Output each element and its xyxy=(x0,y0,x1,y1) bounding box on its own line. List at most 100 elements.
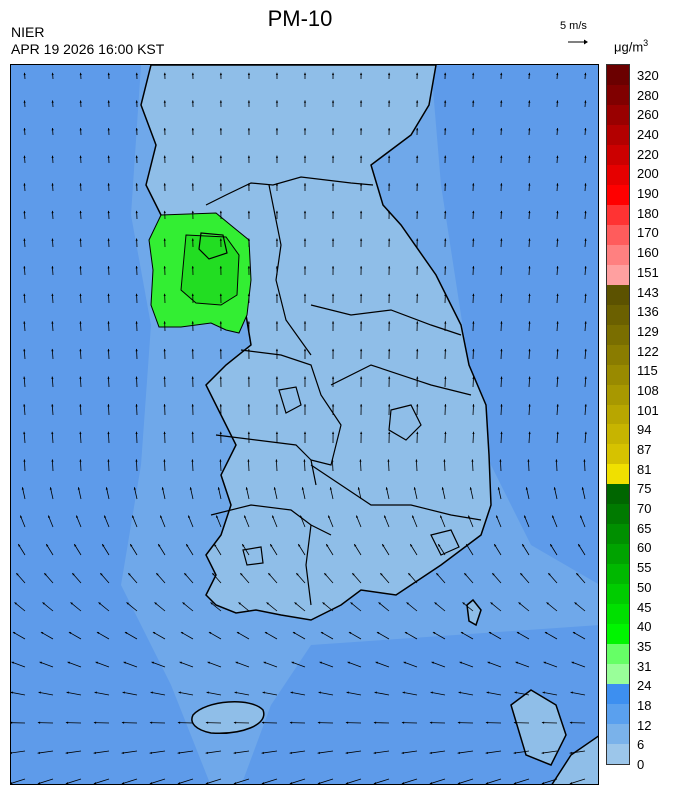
wind-arrow-icon xyxy=(261,750,278,755)
wind-arrow-icon xyxy=(353,543,362,556)
wind-arrow-icon xyxy=(444,293,447,304)
wind-arrow-icon xyxy=(219,321,222,332)
wind-arrow-icon xyxy=(500,266,503,276)
wind-arrow-icon xyxy=(135,321,138,332)
wind-arrow-icon xyxy=(275,431,279,444)
wind-arrow-icon xyxy=(472,128,475,136)
wind-arrow-icon xyxy=(247,155,251,164)
wind-arrow-icon xyxy=(490,602,502,612)
wind-arrow-icon xyxy=(275,183,279,192)
wind-arrow-icon xyxy=(359,128,363,136)
wind-arrow-icon xyxy=(416,128,419,136)
wind-arrow-icon xyxy=(416,266,419,276)
wind-arrow-icon xyxy=(525,487,530,500)
wind-arrow-icon xyxy=(303,100,307,108)
wind-arrow-icon xyxy=(387,459,390,472)
wind-arrow-icon xyxy=(541,778,558,784)
wind-arrow-icon xyxy=(51,128,54,136)
colorbar-segment xyxy=(607,164,629,186)
wind-arrow-icon xyxy=(129,543,138,556)
wind-arrow-icon xyxy=(161,487,166,500)
colorbar-tick-label: 50 xyxy=(637,579,652,595)
wind-arrow-icon xyxy=(488,631,502,640)
wind-arrow-icon xyxy=(79,404,82,416)
wind-arrow-icon xyxy=(135,100,138,108)
wind-arrow-icon xyxy=(556,72,559,80)
wind-arrow-icon xyxy=(551,515,558,528)
wind-arrow-icon xyxy=(219,210,222,220)
wind-arrow-icon xyxy=(556,210,559,220)
wind-arrow-icon xyxy=(135,404,138,416)
wind-arrow-icon xyxy=(177,750,194,755)
colorbar-tick-label: 94 xyxy=(637,422,652,438)
wind-arrow-icon xyxy=(275,293,279,304)
daegu-boundary xyxy=(388,404,422,441)
wind-arrow-icon xyxy=(497,487,502,500)
wind-arrow-icon xyxy=(556,155,559,164)
wind-arrow-icon xyxy=(434,602,446,612)
wind-arrow-icon xyxy=(269,543,278,556)
wind-arrow-icon xyxy=(301,487,306,500)
wind-arrow-icon xyxy=(135,238,138,248)
wind-arrow-icon xyxy=(215,515,222,528)
colorbar-tick-label: 200 xyxy=(637,166,659,182)
wind-arrow-icon xyxy=(319,661,334,668)
wind-arrow-icon xyxy=(359,321,363,332)
wind-arrow-icon xyxy=(191,431,194,444)
wind-arrow-icon xyxy=(584,183,587,192)
wind-arrow-icon xyxy=(163,155,166,164)
wind-arrow-icon xyxy=(14,602,26,612)
wind-arrow-icon xyxy=(303,431,307,444)
jeonnam-gyeongnam-boundary xyxy=(305,524,312,606)
wind-arrow-icon xyxy=(376,631,390,640)
wind-arrow-icon xyxy=(163,404,166,416)
wind-arrow-icon xyxy=(107,210,110,220)
wind-arrow-icon xyxy=(292,631,306,640)
wind-arrow-icon xyxy=(275,459,278,472)
wind-arrow-icon xyxy=(191,404,194,416)
wind-arrow-icon xyxy=(51,376,54,388)
wind-arrow-icon xyxy=(121,750,138,755)
wind-arrow-icon xyxy=(149,721,166,724)
wind-arrow-icon xyxy=(51,321,54,332)
wind-arrow-icon xyxy=(303,155,307,164)
wind-arrow-icon xyxy=(128,572,138,584)
wind-arrow-icon xyxy=(357,487,362,500)
wind-arrow-icon xyxy=(122,691,138,696)
wind-arrow-icon xyxy=(500,404,503,416)
wind-arrow-icon xyxy=(416,348,419,360)
wind-arrow-icon xyxy=(331,210,335,220)
wind-arrow-icon xyxy=(219,100,223,108)
wind-arrow-icon xyxy=(403,661,418,668)
colorbar-tick-label: 101 xyxy=(637,402,659,418)
colorbar-tick-label: 240 xyxy=(637,127,659,143)
colorbar-segment xyxy=(607,284,629,306)
wind-arrow-icon xyxy=(93,750,110,755)
reference-vector-arrow-icon xyxy=(568,39,588,45)
wind-arrow-icon xyxy=(528,376,531,388)
wind-arrow-icon xyxy=(206,691,222,696)
wind-arrow-icon xyxy=(584,321,587,332)
wind-arrow-icon xyxy=(303,293,307,304)
wind-arrow-icon xyxy=(79,293,82,304)
wind-arrow-icon xyxy=(464,572,474,584)
wind-arrow-icon xyxy=(79,348,82,360)
wind-arrow-icon xyxy=(79,155,82,164)
wind-arrow-icon xyxy=(329,487,334,500)
colorbar-tick-label: 129 xyxy=(637,323,659,339)
wind-arrow-icon xyxy=(584,431,587,444)
wind-arrow-icon xyxy=(180,631,194,640)
wind-arrow-icon xyxy=(135,376,138,388)
wind-arrow-icon xyxy=(247,321,251,332)
wind-arrow-icon xyxy=(191,72,195,80)
wind-arrow-icon xyxy=(303,128,307,136)
wind-arrow-icon xyxy=(51,459,54,472)
wind-arrow-icon xyxy=(233,778,250,784)
wind-arrow-icon xyxy=(373,778,390,784)
wind-arrow-icon xyxy=(528,238,531,248)
wind-arrow-icon xyxy=(458,691,474,696)
colorbar-tick-label: 260 xyxy=(637,107,659,123)
wind-arrow-icon xyxy=(584,348,587,360)
wind-arrow-icon xyxy=(472,100,475,108)
wind-arrow-icon xyxy=(303,376,307,388)
